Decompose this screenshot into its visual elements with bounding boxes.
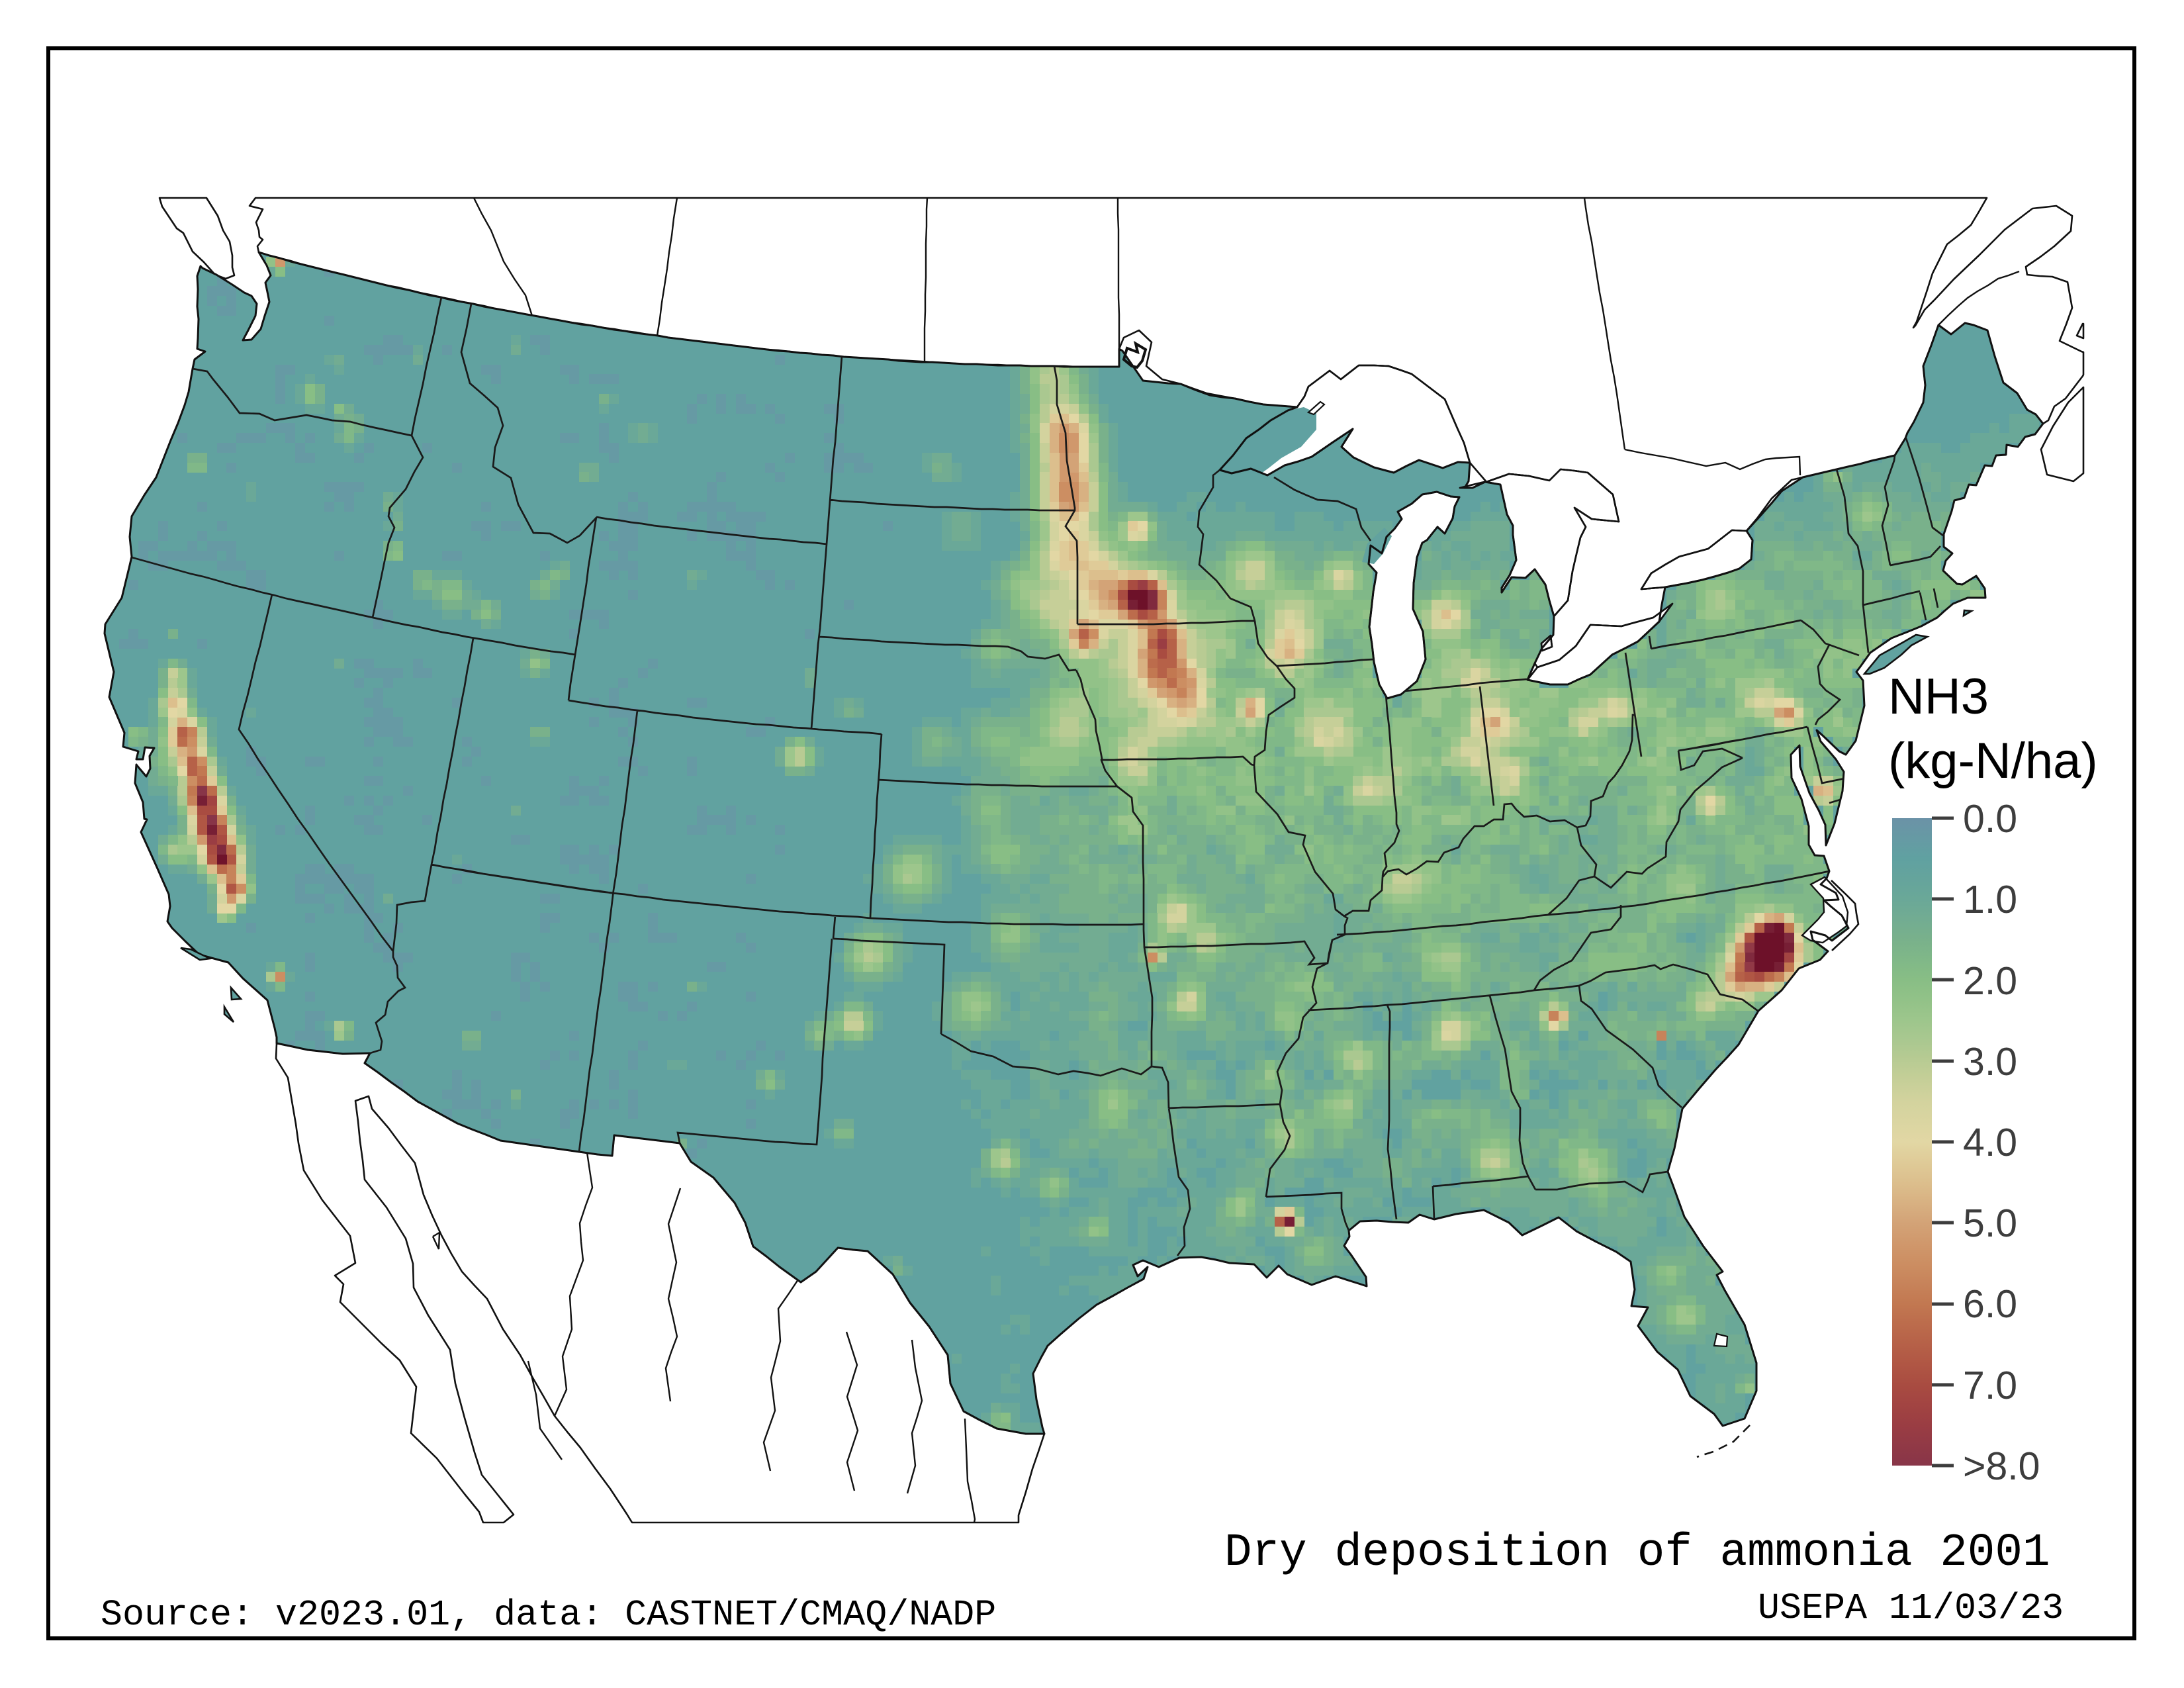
svg-text:Dry deposition of ammonia 2001: Dry deposition of ammonia 2001 [1224, 1526, 2050, 1579]
svg-text:Source: v2023.01, data: CASTNE: Source: v2023.01, data: CASTNET/CMAQ/NAD… [101, 1594, 996, 1636]
svg-text:1.0: 1.0 [1963, 878, 2017, 921]
svg-text:4.0: 4.0 [1963, 1121, 2017, 1164]
svg-text:>8.0: >8.0 [1963, 1444, 2040, 1488]
svg-text:5.0: 5.0 [1963, 1201, 2017, 1245]
svg-text:6.0: 6.0 [1963, 1282, 2017, 1326]
svg-text:2.0: 2.0 [1963, 959, 2017, 1003]
svg-text:USEPA 11/03/23: USEPA 11/03/23 [1758, 1587, 2064, 1629]
svg-text:NH3: NH3 [1888, 669, 1989, 725]
svg-text:0.0: 0.0 [1963, 797, 2017, 841]
svg-text:7.0: 7.0 [1963, 1364, 2017, 1407]
svg-text:(kg-N/ha): (kg-N/ha) [1888, 733, 2098, 789]
svg-text:3.0: 3.0 [1963, 1040, 2017, 1084]
